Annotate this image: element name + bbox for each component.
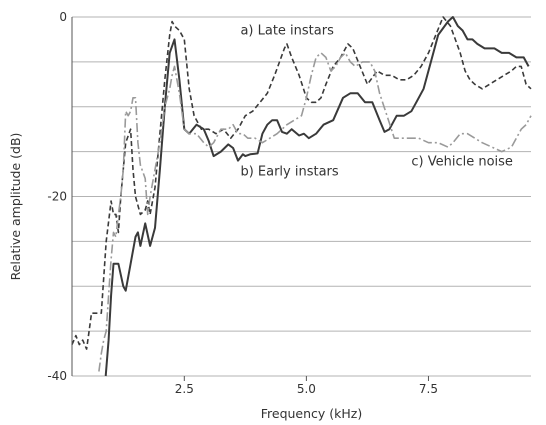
series-line-early xyxy=(104,16,530,377)
y-tick-label-1: -20 xyxy=(47,190,67,204)
series-lines xyxy=(71,16,532,377)
x-tick-label-2: 7.5 xyxy=(419,382,438,396)
series-line-vehicle xyxy=(98,52,532,372)
y-tick-label-0: 0 xyxy=(59,10,67,24)
gridlines xyxy=(72,16,531,377)
annotation-late: a) Late instars xyxy=(240,23,334,38)
x-tick-label-0: 2.5 xyxy=(175,382,194,396)
annotation-early: b) Early instars xyxy=(240,164,338,179)
axes xyxy=(71,17,429,381)
y-tick-label-2: -40 xyxy=(47,369,67,383)
y-axis-title: Relative amplitude (dB) xyxy=(8,133,23,281)
series-line-late xyxy=(71,16,532,350)
annotation-vehicle: c) Vehicle noise xyxy=(411,154,513,169)
x-axis-title: Frequency (kHz) xyxy=(261,406,363,421)
labels: 2.5 5.0 7.5 0 -20 -40 Frequency (kHz) Relative … xyxy=(8,10,513,421)
x-tick-label-1: 5.0 xyxy=(297,382,316,396)
